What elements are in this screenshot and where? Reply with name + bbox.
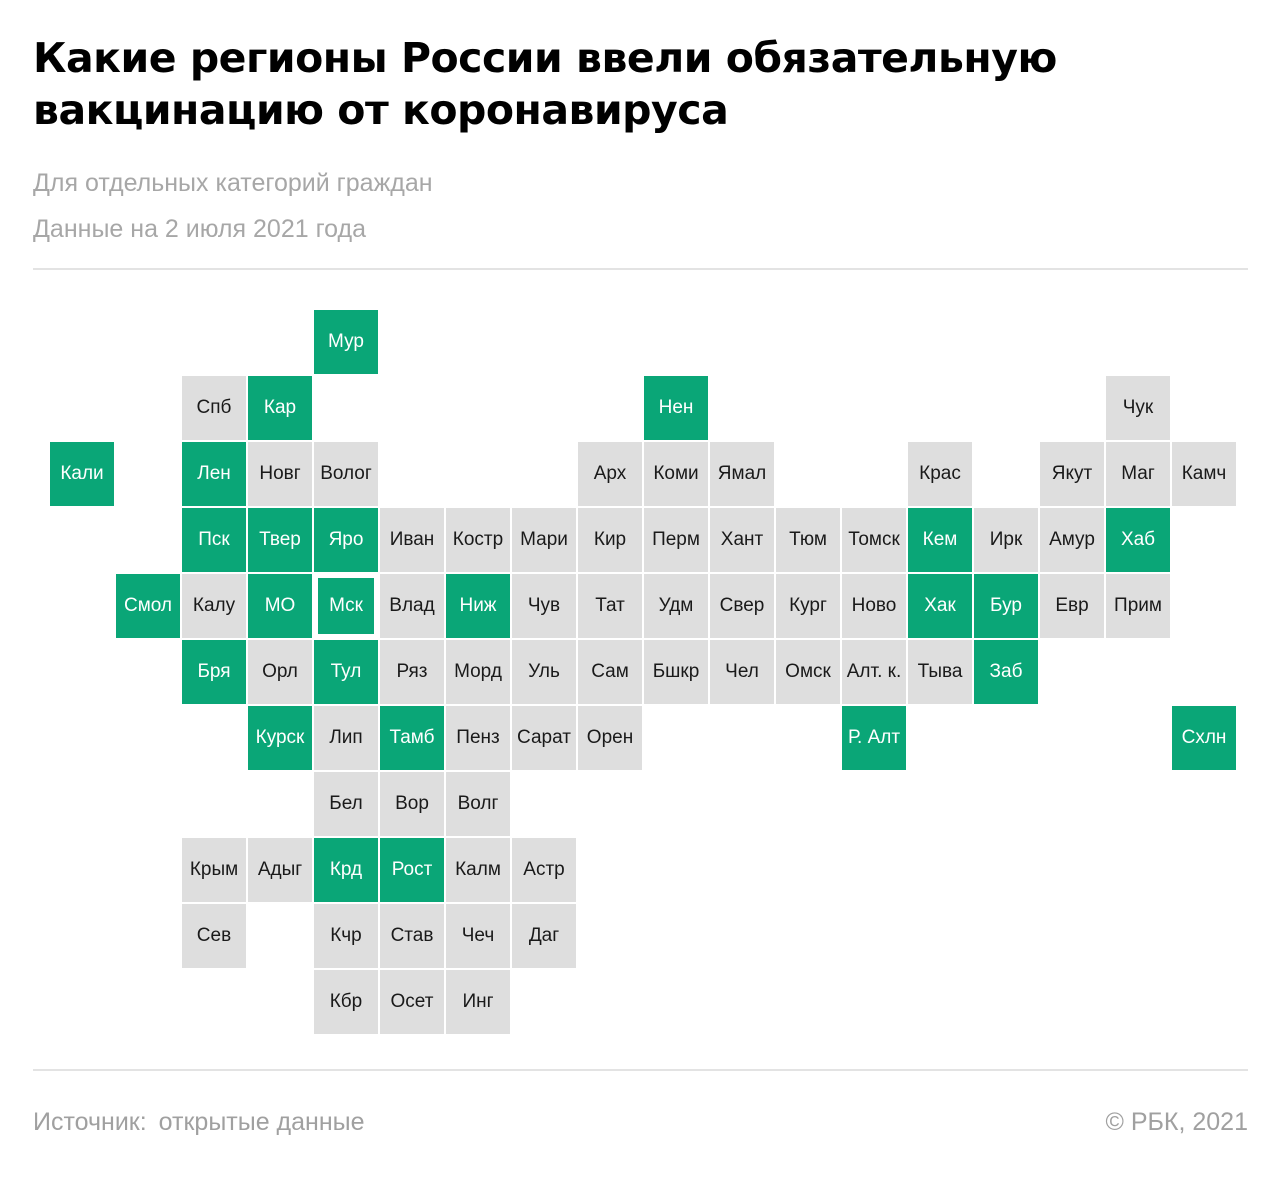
region-tile: Кем [908, 508, 972, 572]
region-tile: Томск [842, 508, 906, 572]
region-tile: Волог [314, 442, 378, 506]
region-tile: Волг [446, 772, 510, 836]
region-tile: Алт. к. [842, 640, 906, 704]
region-tile: Крым [182, 838, 246, 902]
region-tile: Тыва [908, 640, 972, 704]
region-tile: Ряз [380, 640, 444, 704]
region-tile: Чеч [446, 904, 510, 968]
region-tile: Прим [1106, 574, 1170, 638]
region-tile: Коми [644, 442, 708, 506]
region-tile: Кчр [314, 904, 378, 968]
subtitle: Для отдельных категорий граждан [33, 169, 433, 197]
region-tile: Калм [446, 838, 510, 902]
region-tile: Ново [842, 574, 906, 638]
region-tile: Хант [710, 508, 774, 572]
region-tile: Сам [578, 640, 642, 704]
region-tile: Сарат [512, 706, 576, 770]
region-tile: Амур [1040, 508, 1104, 572]
date-note: Данные на 2 июля 2021 года [33, 215, 366, 243]
region-tile: Мск [314, 574, 378, 638]
region-tile: Морд [446, 640, 510, 704]
region-tile: Влад [380, 574, 444, 638]
region-tile: Ямал [710, 442, 774, 506]
region-tile: Калу [182, 574, 246, 638]
region-tile: Пенз [446, 706, 510, 770]
region-tile: Твер [248, 508, 312, 572]
region-tile: Тат [578, 574, 642, 638]
region-tile: Тамб [380, 706, 444, 770]
region-tile: Перм [644, 508, 708, 572]
region-tile: Кбр [314, 970, 378, 1034]
region-tile: Курск [248, 706, 312, 770]
region-tile: Кург [776, 574, 840, 638]
region-tile: Тул [314, 640, 378, 704]
region-tile: Схлн [1172, 706, 1236, 770]
region-tile: Хак [908, 574, 972, 638]
region-tile: Став [380, 904, 444, 968]
region-tile: Лип [314, 706, 378, 770]
region-tile: Хаб [1106, 508, 1170, 572]
region-tile: Адыг [248, 838, 312, 902]
top-divider [33, 268, 1248, 270]
region-tile: Даг [512, 904, 576, 968]
copyright: © РБК, 2021 [1105, 1108, 1248, 1136]
region-tile: Нен [644, 376, 708, 440]
region-tile: Чук [1106, 376, 1170, 440]
region-tile: Вор [380, 772, 444, 836]
region-tile: Бел [314, 772, 378, 836]
region-tile: Инг [446, 970, 510, 1034]
region-tile: Кали [50, 442, 114, 506]
page-title: Какие регионы России ввели обязательную … [33, 34, 1057, 134]
region-tile: Уль [512, 640, 576, 704]
region-tile: Пск [182, 508, 246, 572]
region-tile: Бшкр [644, 640, 708, 704]
region-tile: Якут [1040, 442, 1104, 506]
region-tile: Чел [710, 640, 774, 704]
region-tile: Рост [380, 838, 444, 902]
region-tile: Яро [314, 508, 378, 572]
region-tile: Сев [182, 904, 246, 968]
region-tile: Бря [182, 640, 246, 704]
region-tile: Лен [182, 442, 246, 506]
region-tile: Мур [314, 310, 378, 374]
region-tile: Спб [182, 376, 246, 440]
region-tile: Тюм [776, 508, 840, 572]
region-tile: Крас [908, 442, 972, 506]
region-tile: Чув [512, 574, 576, 638]
region-tile: Удм [644, 574, 708, 638]
region-tile: Астр [512, 838, 576, 902]
region-tile: МО [248, 574, 312, 638]
region-tile: Евр [1040, 574, 1104, 638]
region-tile: Новг [248, 442, 312, 506]
region-tile: Кир [578, 508, 642, 572]
region-tile: Р. Алт [842, 706, 906, 770]
region-tile: Смол [116, 574, 180, 638]
bottom-divider [33, 1069, 1248, 1071]
region-tile: Ирк [974, 508, 1038, 572]
source-value: открытые данные [158, 1108, 365, 1136]
region-tile: Иван [380, 508, 444, 572]
region-tile: Ниж [446, 574, 510, 638]
region-tile: Осет [380, 970, 444, 1034]
source-note: Источник: открытые данные [33, 1105, 365, 1139]
region-tile: Орен [578, 706, 642, 770]
source-label: Источник: [33, 1108, 147, 1136]
region-tile: Бур [974, 574, 1038, 638]
region-tile: Камч [1172, 442, 1236, 506]
region-tile: Маг [1106, 442, 1170, 506]
region-tile: Заб [974, 640, 1038, 704]
region-tile: Арх [578, 442, 642, 506]
region-tile: Свер [710, 574, 774, 638]
region-tile: Крд [314, 838, 378, 902]
region-tile: Мари [512, 508, 576, 572]
region-tile: Костр [446, 508, 510, 572]
region-tile: Омск [776, 640, 840, 704]
region-tile: Орл [248, 640, 312, 704]
region-tile: Кар [248, 376, 312, 440]
